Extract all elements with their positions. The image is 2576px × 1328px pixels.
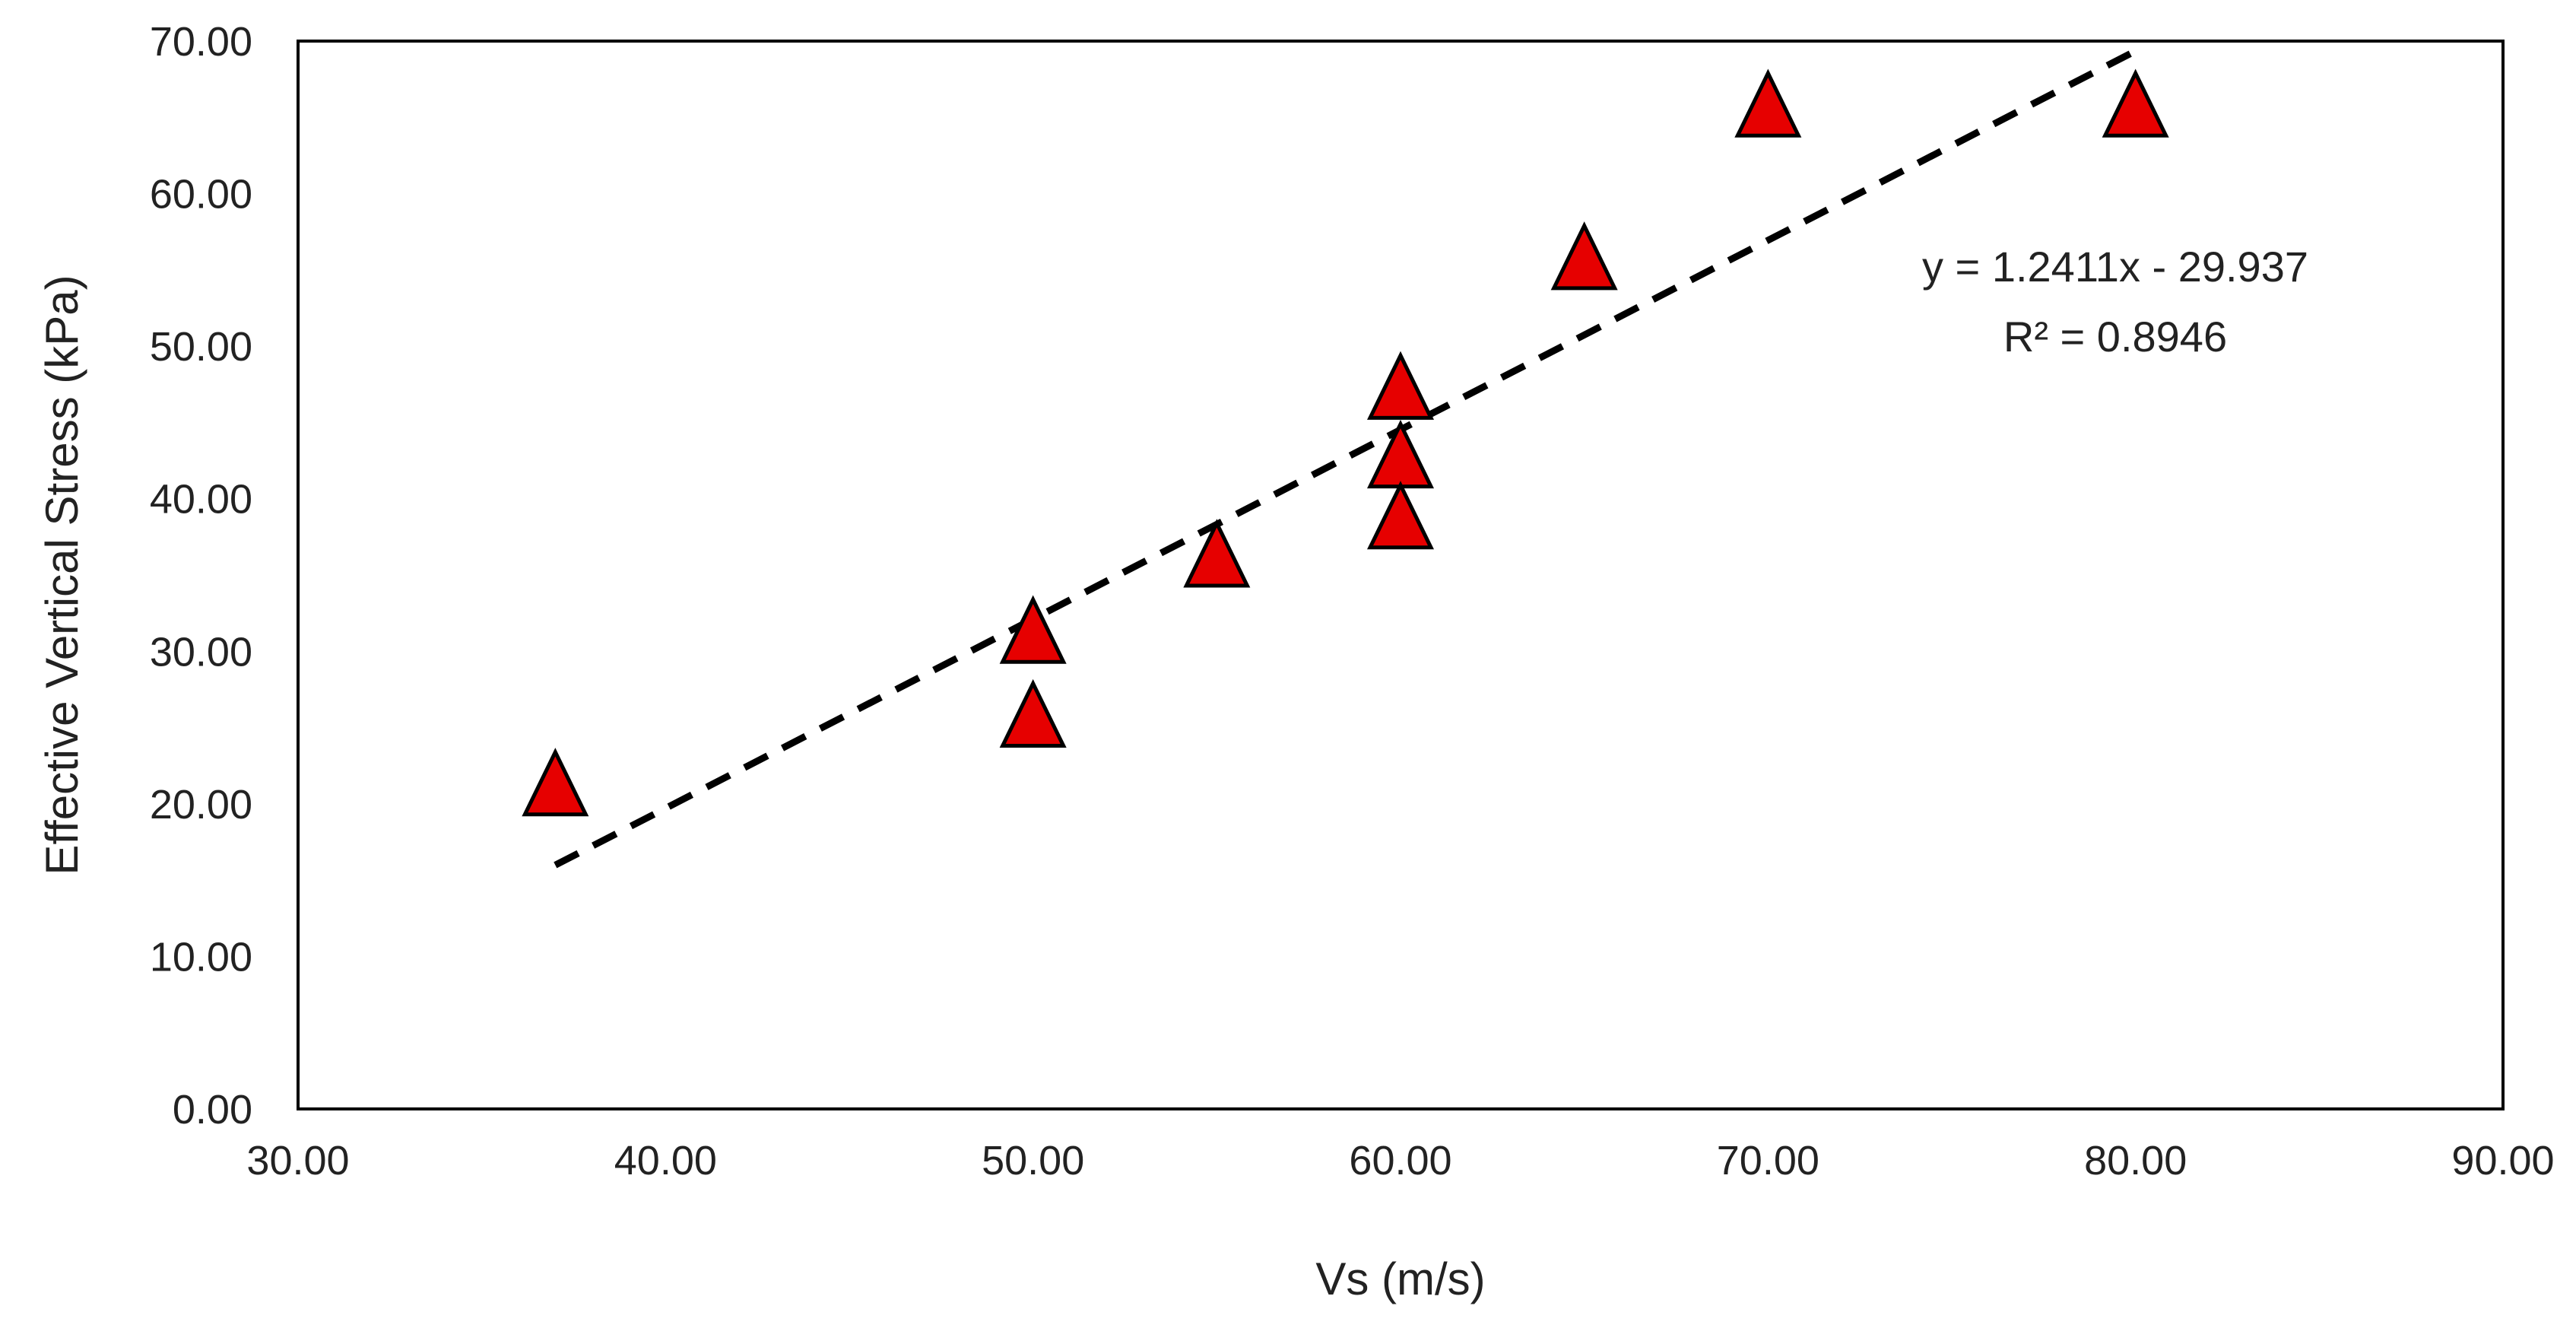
data-point-triangle <box>1550 221 1618 291</box>
data-points <box>522 68 2169 817</box>
y-tick-label: 70.00 <box>150 19 252 65</box>
y-tick-labels: 0.00 10.00 20.00 30.00 40.00 50.00 60.00 70.00 <box>150 19 252 1133</box>
y-tick-label: 30.00 <box>150 629 252 675</box>
y-tick-label: 0.00 <box>173 1087 252 1133</box>
y-tick-label: 60.00 <box>150 172 252 218</box>
x-tick-label: 60.00 <box>1349 1138 1451 1183</box>
y-tick-label: 40.00 <box>150 477 252 523</box>
x-tick-label: 80.00 <box>2084 1138 2187 1183</box>
x-tick-label: 30.00 <box>246 1138 349 1183</box>
data-point-triangle <box>999 678 1067 748</box>
trendline-r-squared: R² = 0.8946 <box>2003 313 2227 361</box>
data-point-triangle <box>522 748 589 817</box>
data-point-triangle <box>2102 68 2169 138</box>
x-tick-label: 50.00 <box>982 1138 1084 1183</box>
data-point-triangle <box>1366 481 1435 550</box>
x-tick-label: 40.00 <box>614 1138 717 1183</box>
data-point-triangle <box>1366 351 1435 420</box>
plot-area <box>297 40 2505 1110</box>
data-point-triangle <box>999 595 1067 664</box>
x-tick-labels: 30.00 40.00 50.00 60.00 70.00 80.00 90.00 <box>246 1138 2554 1183</box>
y-tick-label: 50.00 <box>150 324 252 370</box>
x-tick-label: 90.00 <box>2451 1138 2554 1183</box>
x-axis-title: Vs (m/s) <box>1315 1253 1485 1304</box>
y-tick-label: 20.00 <box>150 782 252 828</box>
data-point-triangle <box>1734 68 1802 138</box>
trendline-equation: y = 1.2411x - 29.937 <box>1922 243 2308 291</box>
data-point-triangle <box>1183 519 1251 588</box>
y-axis-title: Effective Vertical Stress (kPa) <box>36 275 87 875</box>
y-tick-label: 10.00 <box>150 934 252 980</box>
x-tick-label: 70.00 <box>1717 1138 1819 1183</box>
